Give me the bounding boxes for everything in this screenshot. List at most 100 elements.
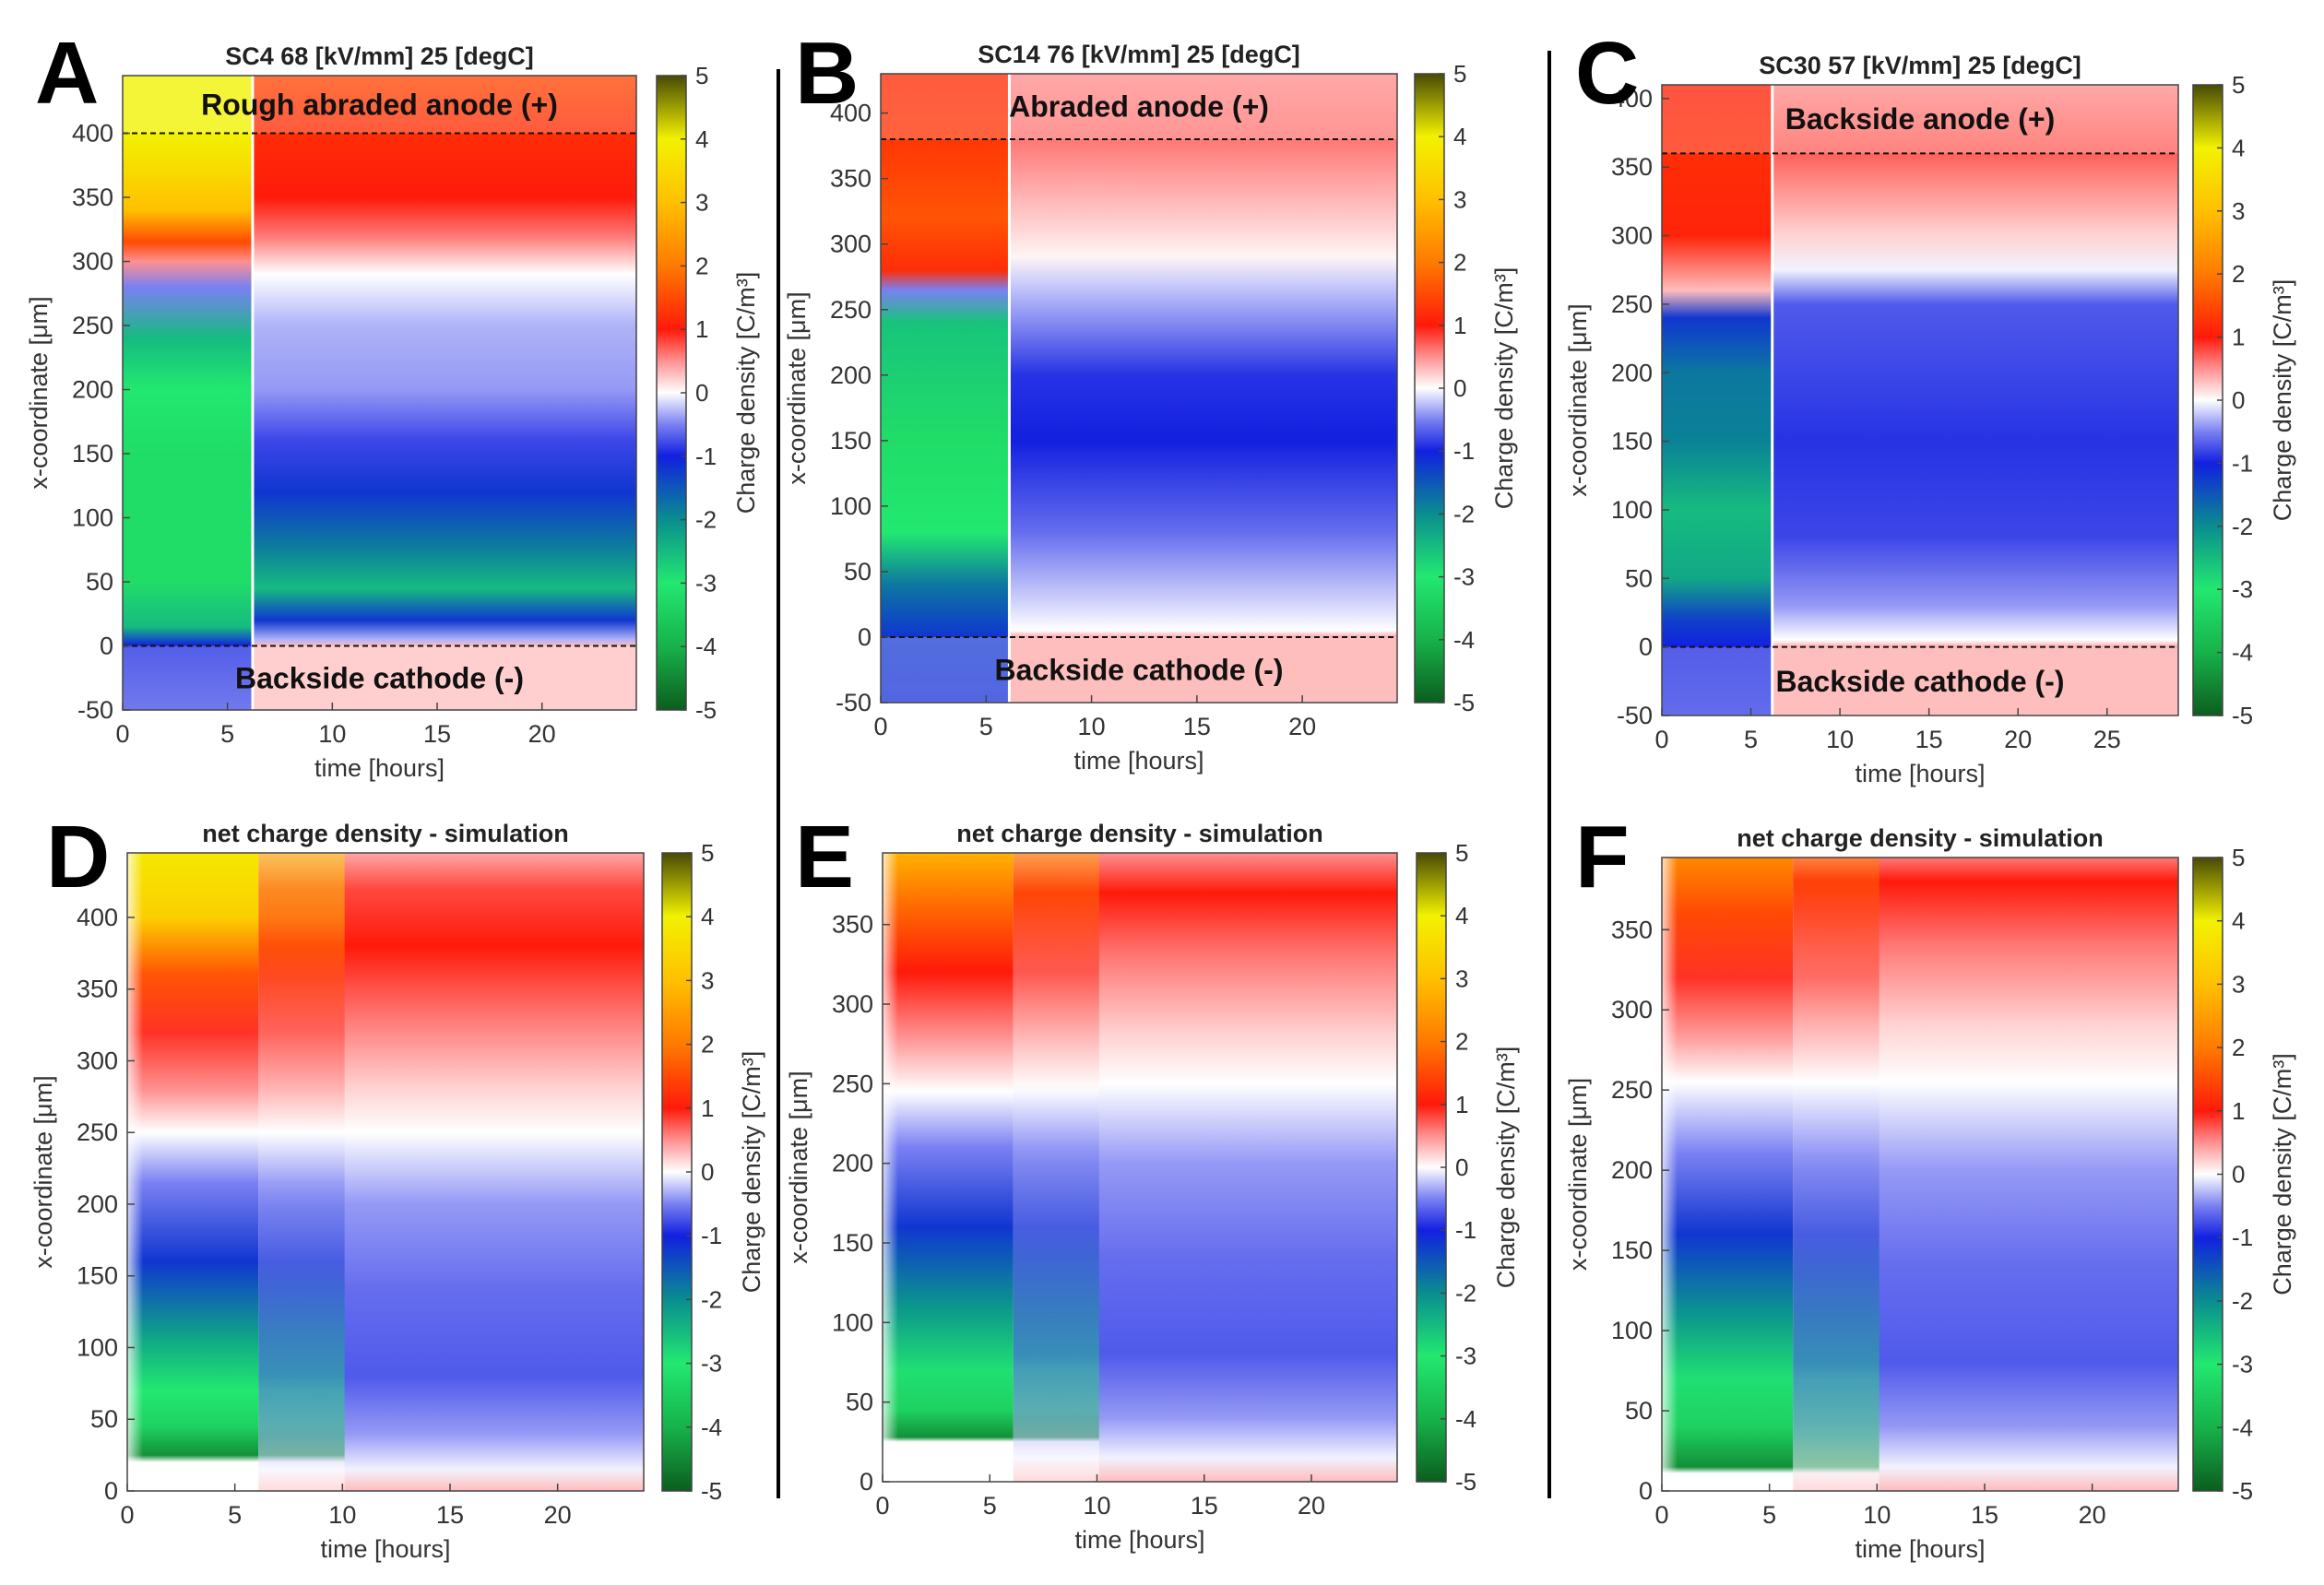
- colorbar-tick-label: 0: [695, 379, 708, 407]
- x-axis-label: time [hours]: [1073, 747, 1204, 775]
- x-axis-label: time [hours]: [1855, 1535, 1985, 1563]
- y-tick-label: 0: [1639, 1477, 1653, 1505]
- colorbar-tick-label: 5: [1453, 60, 1466, 88]
- colorbar-tick-label: -4: [1453, 626, 1475, 654]
- colorbar-tick-label: -1: [1453, 437, 1475, 465]
- x-tick-label: 10: [1078, 713, 1106, 740]
- x-tick-label: 0: [115, 720, 129, 748]
- colorbar-tick-label: 2: [2232, 260, 2245, 288]
- x-axis-label: time [hours]: [1074, 1526, 1204, 1554]
- colorbar-label: Charge density [C/m³]: [738, 1051, 765, 1294]
- y-axis-label: x-coordinate [μm]: [783, 291, 811, 484]
- colorbar-tick-label: -3: [1453, 563, 1475, 591]
- x-tick-label: 20: [544, 1501, 572, 1529]
- heatmap-relaxation: [1013, 853, 1099, 1482]
- y-tick-label: 200: [77, 1190, 118, 1218]
- x-tick-label: 20: [528, 720, 556, 748]
- colorbar-label: Charge density [C/m³]: [2269, 1053, 2296, 1295]
- heatmap-field-voltage-on: [883, 853, 1014, 1482]
- y-tick-label: 50: [1625, 1397, 1653, 1425]
- cathode-region: [881, 636, 1397, 703]
- heatmap-early-transient: [127, 853, 144, 1491]
- x-tick-label: 0: [875, 1492, 889, 1520]
- y-axis-label: x-coordinate [μm]: [1564, 1078, 1592, 1271]
- colorbar-tick-label: 1: [1455, 1091, 1468, 1118]
- y-tick-label: 150: [1611, 428, 1653, 455]
- x-tick-label: 25: [2093, 726, 2121, 753]
- colorbar-tick-label: 3: [1453, 185, 1466, 213]
- colorbar-tick-label: -2: [2232, 1287, 2253, 1315]
- y-tick-label: 400: [72, 120, 113, 148]
- electrode-annotation: Backside cathode (-): [1776, 665, 2065, 698]
- colorbar-tick-label: 4: [2232, 134, 2245, 161]
- chart-title: SC30 57 [kV/mm] 25 [degC]: [1759, 52, 2081, 79]
- heatmap-field-voltage-on: [127, 853, 259, 1491]
- x-axis-label: time [hours]: [1855, 760, 1985, 787]
- colorbar-tick-label: -4: [1455, 1405, 1476, 1433]
- x-tick-label: 20: [2079, 1501, 2106, 1529]
- colorbar-tick-label: -4: [2232, 639, 2253, 667]
- y-tick-label: 300: [1611, 222, 1653, 250]
- x-axis-label: time [hours]: [320, 1535, 450, 1563]
- colorbar-tick-label: -2: [1453, 500, 1475, 527]
- colorbar-label: Charge density [C/m³]: [1490, 267, 1518, 510]
- x-tick-label: 5: [983, 1492, 997, 1520]
- y-tick-label: 0: [858, 623, 872, 651]
- x-tick-label: 10: [1863, 1501, 1891, 1529]
- colorbar-tick-label: -1: [2232, 1224, 2253, 1251]
- colorbar-tick-label: -1: [2232, 449, 2253, 477]
- heatmap-field-voltage-on: [123, 76, 253, 710]
- electrode-annotation: Backside cathode (-): [995, 653, 1284, 686]
- y-tick-label: 100: [77, 1333, 118, 1361]
- colorbar-tick-label: 4: [2232, 907, 2245, 935]
- y-axis-label: x-coordinate [μm]: [1564, 303, 1592, 496]
- x-tick-label: 15: [1183, 713, 1211, 740]
- y-tick-label: 200: [1611, 359, 1653, 386]
- colorbar-tick-label: 0: [2232, 1161, 2245, 1189]
- y-tick-label: 150: [72, 440, 113, 467]
- electrode-annotation: Abraded anode (+): [1009, 90, 1269, 124]
- panel-letter: B: [795, 24, 859, 123]
- y-tick-label: 400: [830, 100, 872, 127]
- colorbar-tick-label: -1: [1455, 1216, 1476, 1244]
- y-tick-label: 250: [832, 1070, 873, 1097]
- cathode-region: [123, 645, 636, 710]
- heatmap-field-voltage-on: [881, 74, 1010, 703]
- heatmap-relaxation: [258, 853, 345, 1491]
- x-tick-label: 5: [979, 713, 993, 740]
- chart-title: net charge density - simulation: [956, 820, 1323, 847]
- x-tick-label: 0: [1654, 1501, 1668, 1529]
- y-tick-label: 100: [72, 504, 113, 532]
- heatmap-field-voltage-on: [1662, 858, 1794, 1491]
- heatmap-relaxation: [1793, 858, 1879, 1491]
- colorbar-tick-label: 5: [2232, 71, 2245, 99]
- chart-title: net charge density - simulation: [202, 820, 569, 847]
- y-axis-label: x-coordinate [μm]: [25, 296, 53, 489]
- heatmap-field-voltage-on: [1662, 85, 1773, 716]
- colorbar-tick-label: -5: [1455, 1468, 1476, 1496]
- colorbar-tick-label: 5: [1455, 839, 1468, 867]
- y-tick-label: 350: [832, 911, 873, 939]
- colorbar-tick-label: 1: [701, 1094, 714, 1122]
- y-tick-label: 300: [77, 1047, 118, 1074]
- plot-frame: [880, 73, 1398, 704]
- y-tick-label: 0: [860, 1468, 873, 1496]
- y-tick-label: 50: [86, 568, 113, 596]
- y-tick-label: 200: [832, 1150, 873, 1177]
- colorbar-tick-label: -3: [2232, 575, 2253, 603]
- colorbar-tick-label: 1: [2232, 324, 2245, 351]
- colorbar-tick-label: -4: [695, 633, 717, 660]
- panel-letter: A: [35, 24, 99, 123]
- colorbar-tick-label: 3: [701, 966, 714, 994]
- colorbar-tick-label: 2: [1455, 1028, 1468, 1056]
- colorbar-tick-label: 0: [1455, 1153, 1468, 1181]
- colorbar-tick-label: 2: [701, 1031, 714, 1059]
- colorbar-tick-label: 1: [695, 315, 708, 343]
- x-tick-label: 20: [1288, 713, 1316, 740]
- colorbar-tick-label: 4: [701, 903, 714, 930]
- colorbar-tick-label: -2: [1455, 1279, 1476, 1307]
- y-tick-label: 150: [832, 1229, 873, 1257]
